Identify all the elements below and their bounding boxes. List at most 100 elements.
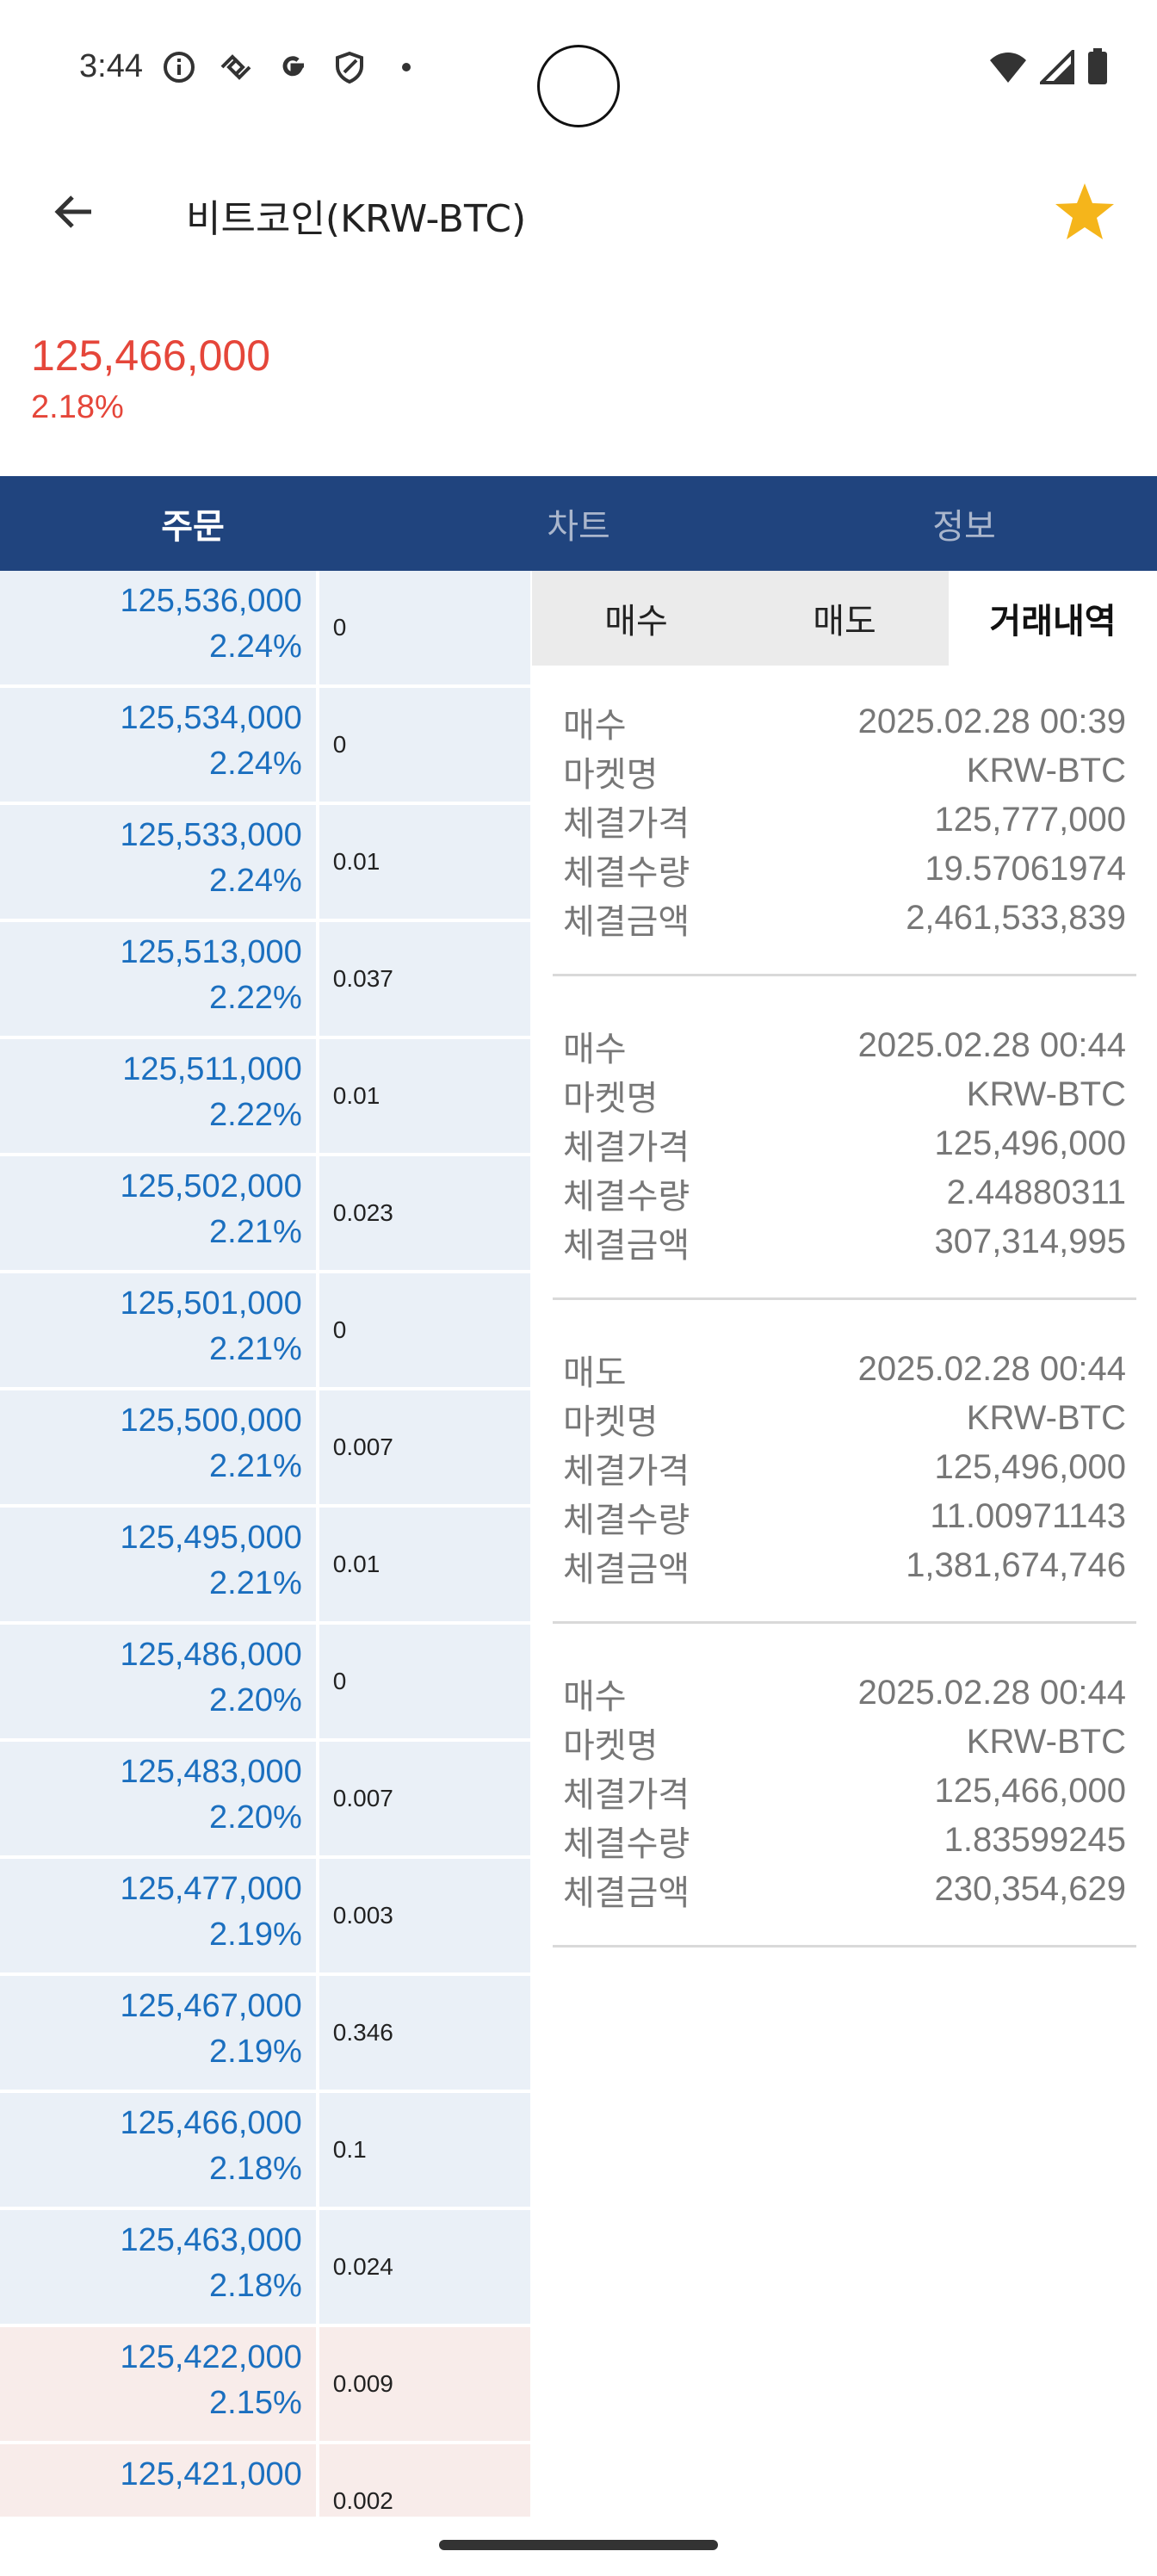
orderbook-rate: 2.20% [209,1682,302,1718]
trade-volume-value: 19.57061974 [925,850,1126,888]
google-icon [274,48,312,86]
orderbook-row[interactable]: 125,501,000 2.21% 0 [0,1273,530,1390]
orderbook-quantity: 0.002 [319,2444,530,2517]
tab-trade-history[interactable]: 거래내역 [949,571,1157,666]
trade-amount-label: 체결금액 [563,1873,690,1913]
orderbook-quantity: 0.007 [319,1742,530,1855]
orderbook-price: 125,467,000 [120,1988,302,2024]
orderbook-price: 125,486,000 [120,1637,302,1673]
info-icon [160,48,198,86]
orderbook-rate: 2.15% [209,2385,302,2421]
orderbook-price-cell[interactable]: 125,502,000 2.21% [0,1156,316,1270]
orderbook-price-cell[interactable]: 125,467,000 2.19% [0,1976,316,2090]
dot-icon [387,48,425,86]
tab-sell[interactable]: 매도 [740,571,949,666]
trade-volume-row: 체결수량 19.57061974 [553,845,1136,894]
orderbook-row[interactable]: 125,422,000 2.15% 0.009 [0,2327,530,2444]
orderbook-rate: 2.18% [209,2151,302,2187]
trade-market-value: KRW-BTC [966,752,1126,790]
back-button[interactable] [40,177,108,246]
orderbook-price-cell[interactable]: 125,536,000 2.24% [0,571,316,684]
trade-market-row: 마켓명 KRW-BTC [553,1394,1136,1443]
page-title: 비트코인(KRW-BTC) [186,197,527,241]
tab-info[interactable]: 정보 [932,507,996,547]
trade-item: 매도 2025.02.28 00:44 마켓명 KRW-BTC 체결가격 125,496,… [553,1345,1136,1624]
orderbook-rate: 2.21% [209,1448,302,1484]
status-left-icons [160,48,425,86]
orderbook-price: 125,534,000 [120,700,302,736]
orderbook-price: 125,421,000 [120,2456,302,2492]
orderbook-row[interactable]: 125,536,000 2.24% 0 [0,571,530,688]
trade-market-label: 마켓명 [563,1402,659,1442]
order-sub-tabs: 매수 매도 거래내역 [532,571,1157,666]
gesture-bar[interactable] [439,2540,718,2550]
orderbook-price-cell[interactable]: 125,533,000 2.24% [0,805,316,919]
tab-buy[interactable]: 매수 [532,571,740,666]
orderbook-row[interactable]: 125,495,000 2.21% 0.01 [0,1508,530,1625]
orderbook-row[interactable]: 125,513,000 2.22% 0.037 [0,922,530,1039]
orderbook-row[interactable]: 125,421,000 0.002 [0,2444,530,2517]
orderbook-price-cell[interactable]: 125,477,000 2.19% [0,1859,316,1972]
orderbook-row[interactable]: 125,534,000 2.24% 0 [0,688,530,805]
orderbook-price-cell[interactable]: 125,511,000 2.22% [0,1039,316,1153]
trade-amount-label: 체결금액 [563,1225,690,1266]
orderbook-row[interactable]: 125,511,000 2.22% 0.01 [0,1039,530,1156]
orderbook-price-cell[interactable]: 125,513,000 2.22% [0,922,316,1036]
orderbook-price-cell[interactable]: 125,422,000 2.15% [0,2327,316,2441]
trade-amount-value: 2,461,533,839 [906,899,1126,937]
orderbook-row[interactable]: 125,467,000 2.19% 0.346 [0,1976,530,2093]
trade-price-value: 125,496,000 [934,1124,1126,1162]
shield-icon [331,48,368,86]
orderbook-price-cell[interactable]: 125,495,000 2.21% [0,1508,316,1621]
trade-volume-row: 체결수량 2.44880311 [553,1168,1136,1217]
trade-volume-label: 체결수량 [563,1176,690,1217]
camera-cutout [537,45,620,127]
trade-type-label: 매수 [563,1676,627,1717]
orderbook-price-cell[interactable]: 125,501,000 2.21% [0,1273,316,1387]
orderbook-price: 125,466,000 [120,2105,302,2141]
orderbook-price-cell[interactable]: 125,421,000 [0,2444,316,2517]
orderbook-row[interactable]: 125,502,000 2.21% 0.023 [0,1156,530,1273]
orderbook-price-cell[interactable]: 125,486,000 2.20% [0,1625,316,1738]
orderbook-price-cell[interactable]: 125,483,000 2.20% [0,1742,316,1855]
orderbook-quantity: 0.024 [319,2210,530,2324]
orderbook-price-cell[interactable]: 125,466,000 2.18% [0,2093,316,2207]
orderbook-rate: 2.20% [209,1799,302,1836]
orderbook-row[interactable]: 125,466,000 2.18% 0.1 [0,2093,530,2210]
orderbook-row[interactable]: 125,477,000 2.19% 0.003 [0,1859,530,1976]
trade-price-label: 체결가격 [563,803,690,844]
orderbook-quantity: 0 [319,1625,530,1738]
orderbook-price-cell[interactable]: 125,463,000 2.18% [0,2210,316,2324]
orderbook-row[interactable]: 125,483,000 2.20% 0.007 [0,1742,530,1859]
orderbook-quantity: 0.007 [319,1390,530,1504]
orderbook-price: 125,511,000 [122,1051,302,1087]
favorite-button[interactable] [1047,174,1123,250]
orderbook-rate: 2.24% [209,863,302,899]
trade-price-label: 체결가격 [563,1127,690,1167]
orderbook-rate: 2.21% [209,1331,302,1367]
trade-volume-label: 체결수량 [563,1500,690,1540]
trade-price-value: 125,496,000 [934,1448,1126,1486]
trade-type-value: 2025.02.28 00:39 [857,703,1126,740]
orderbook-quantity: 0 [319,688,530,802]
orderbook-rate: 2.21% [209,1565,302,1601]
orderbook-price: 125,500,000 [120,1403,302,1439]
orderbook-price-cell[interactable]: 125,500,000 2.21% [0,1390,316,1504]
orderbook-quantity: 0.023 [319,1156,530,1270]
orderbook-row[interactable]: 125,463,000 2.18% 0.024 [0,2210,530,2327]
orderbook-price: 125,501,000 [120,1285,302,1322]
back-arrow-icon [54,195,91,228]
trade-amount-value: 230,354,629 [934,1870,1126,1908]
trade-item: 매수 2025.02.28 00:39 마켓명 KRW-BTC 체결가격 125,777,… [553,697,1136,976]
orderbook-row[interactable]: 125,533,000 2.24% 0.01 [0,805,530,922]
tab-chart[interactable]: 차트 [547,507,610,547]
orderbook-price: 125,422,000 [120,2339,302,2375]
trade-price-value: 125,777,000 [934,801,1126,839]
battery-icon [1086,48,1109,90]
wifi-icon [988,50,1028,88]
orderbook-price-cell[interactable]: 125,534,000 2.24% [0,688,316,802]
orderbook-row[interactable]: 125,486,000 2.20% 0 [0,1625,530,1742]
orderbook-row[interactable]: 125,500,000 2.21% 0.007 [0,1390,530,1508]
tab-order[interactable]: 주문 [161,507,225,547]
trade-item: 매수 2025.02.28 00:44 마켓명 KRW-BTC 체결가격 125,496,… [553,1021,1136,1300]
